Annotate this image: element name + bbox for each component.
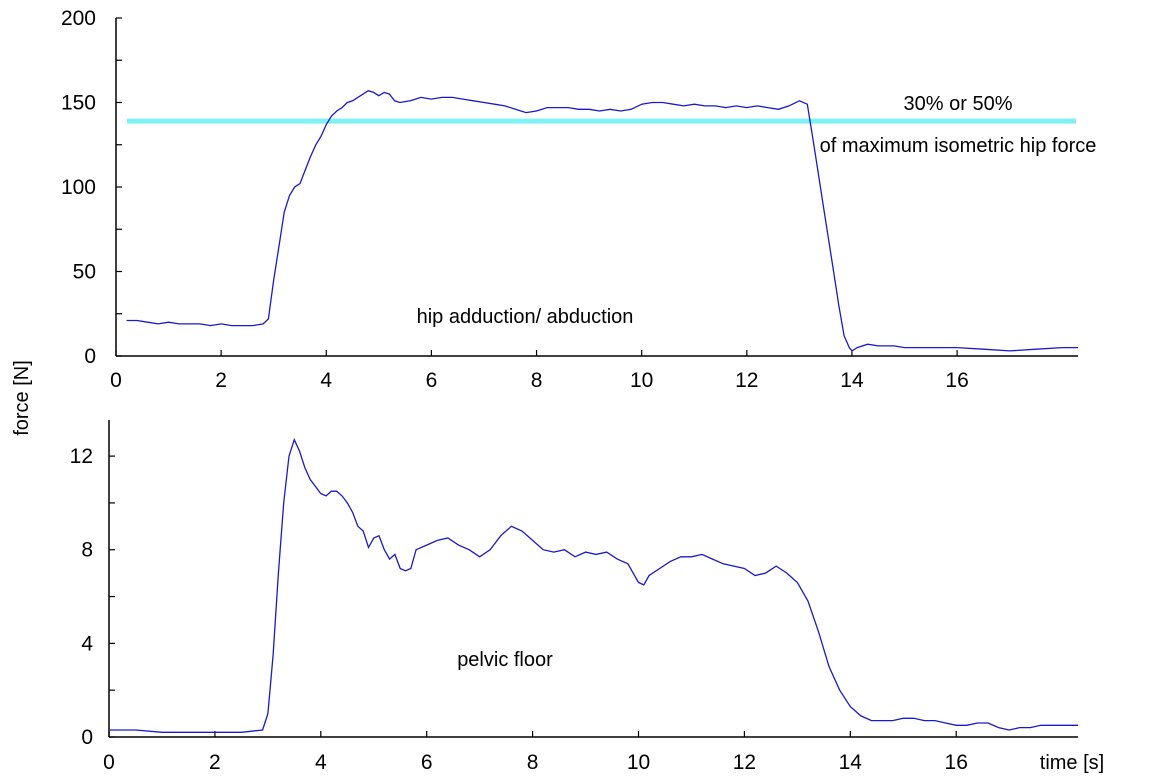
pelvic-floor-series-line: [109, 437, 1078, 733]
x-tick-label: 12: [733, 751, 756, 774]
hip-force-series-line: [126, 89, 1078, 352]
x-tick-label: 10: [627, 751, 650, 774]
y-tick-label: 8: [81, 539, 93, 562]
y-tick-label: 50: [73, 261, 96, 284]
x-tick-label: 16: [945, 751, 968, 774]
y-axis-label: force [N]: [11, 360, 33, 436]
y-tick-label: 100: [61, 176, 96, 199]
pelvic-panel-annotation: pelvic floor: [457, 649, 553, 671]
x-tick-label: 0: [110, 369, 122, 392]
x-tick-label: 10: [630, 369, 653, 392]
x-tick-label: 6: [421, 751, 433, 774]
y-tick-label: 0: [84, 345, 96, 368]
pelvic-floor-panel: 0 4 8 12 0 2 4 6 8 10 12 14 16 pelvic floor time [s…: [70, 420, 1104, 774]
y-tick-label: 12: [70, 445, 93, 468]
x-tick-label: 4: [315, 751, 327, 774]
x-tick-label: 4: [320, 369, 332, 392]
bottom-y-ticks: 0 4 8 12: [70, 445, 115, 749]
x-tick-label: 8: [531, 369, 543, 392]
y-tick-label: 0: [81, 726, 93, 749]
x-tick-label: 8: [527, 751, 539, 774]
threshold-label-line2: of maximum isometric hip force: [820, 135, 1097, 157]
x-tick-label: 16: [945, 369, 968, 392]
top-y-ticks: 0 50 100 150 200: [61, 7, 122, 368]
threshold-label-line1: 30% or 50%: [904, 93, 1013, 115]
top-x-ticks: 0 2 4 6 8 10 12 14 16: [110, 350, 969, 392]
x-tick-label: 0: [103, 751, 115, 774]
x-tick-label: 6: [426, 369, 438, 392]
x-tick-label: 14: [839, 751, 863, 774]
x-tick-label: 2: [209, 751, 221, 774]
x-tick-label: 14: [840, 369, 864, 392]
y-tick-label: 150: [61, 92, 96, 115]
x-axis-label: time [s]: [1040, 752, 1104, 774]
y-tick-label: 200: [61, 7, 96, 30]
x-tick-label: 2: [215, 369, 227, 392]
x-tick-label: 12: [735, 369, 758, 392]
bottom-x-ticks: 0 2 4 6 8 10 12 14 16: [103, 731, 968, 774]
hip-force-panel: 0 50 100 150 200 0 2 4 6 8 10 12 14 16 30% or 50% of…: [61, 7, 1096, 392]
hip-panel-annotation: hip adduction/ abduction: [417, 306, 634, 328]
y-tick-label: 4: [81, 632, 93, 655]
